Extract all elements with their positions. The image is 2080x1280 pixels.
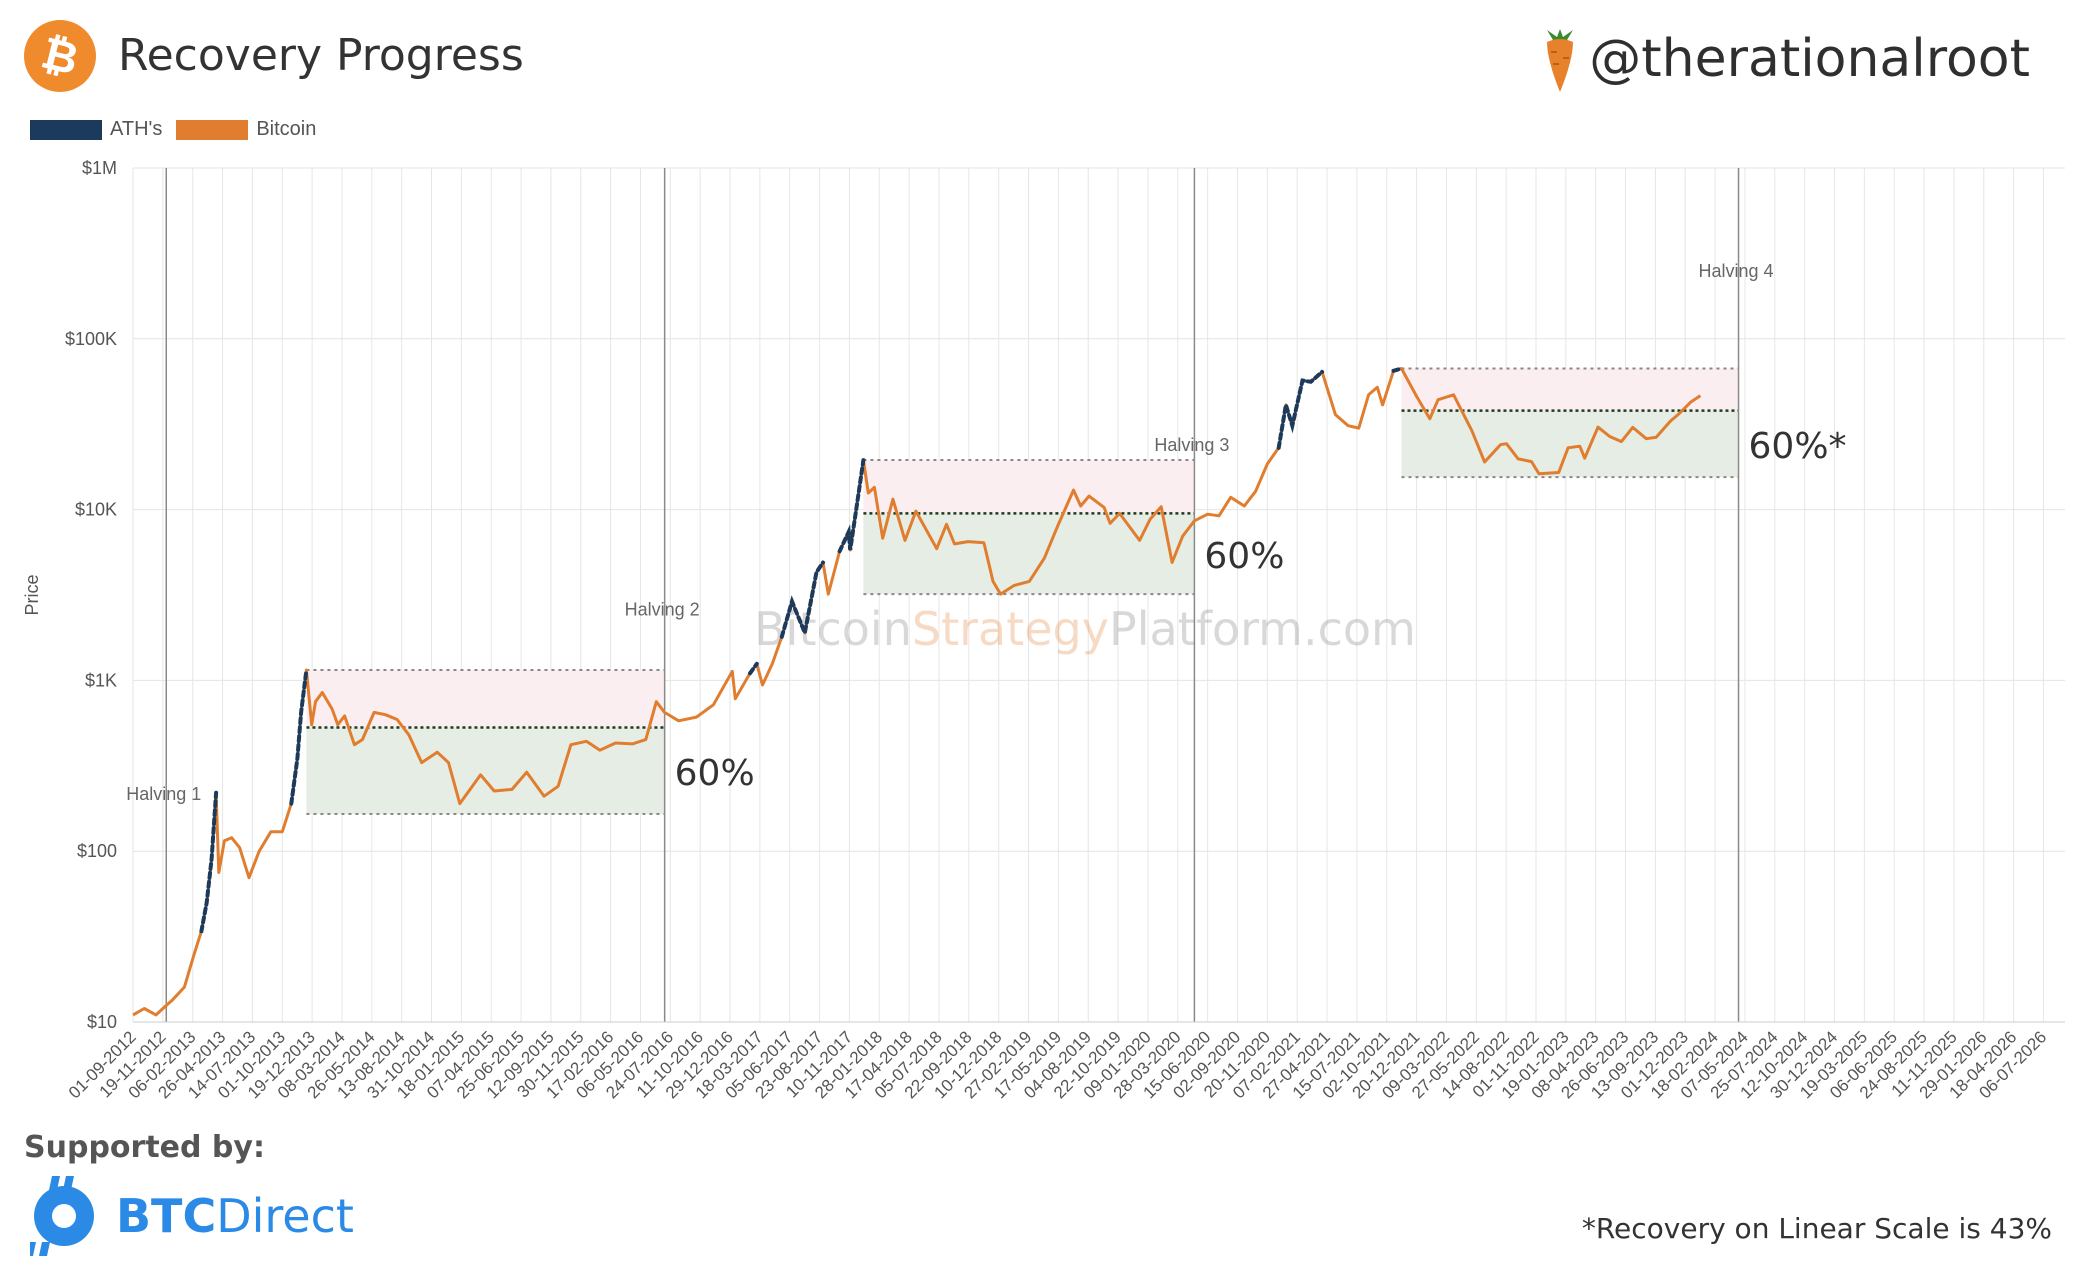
watermark: BitcoinStrategyPlatform.com — [754, 602, 1416, 656]
legend-label-ath: ATH's — [110, 118, 163, 140]
bitcoin-price-line — [132, 367, 1702, 1017]
halving-label: Halving 1 — [126, 784, 201, 804]
btcdirect-logo-icon — [30, 1176, 94, 1256]
sponsor-logo[interactable]: BTCDirect — [30, 1176, 354, 1256]
recovery-upper-band — [863, 460, 1195, 514]
halving-label: Halving 3 — [1154, 435, 1229, 455]
halving-label: Halving 4 — [1699, 261, 1774, 281]
y-axis-label: Price — [22, 574, 42, 615]
legend-item-ath[interactable]: ATH's — [30, 118, 162, 141]
y-tick-label: $10 — [87, 1012, 117, 1032]
recovery-percent-label: 60% — [1204, 536, 1284, 577]
ath-segment — [199, 790, 219, 934]
y-tick-label: $10K — [75, 500, 117, 520]
bitcoin-logo-icon: ₿ — [24, 20, 96, 92]
ath-segment — [1276, 369, 1325, 450]
handle-text: @therationalroot — [1589, 29, 2030, 89]
y-tick-label: $1K — [85, 670, 117, 690]
watermark-part3: Platform.com — [1109, 602, 1416, 656]
recovery-percent-label: 60%* — [1749, 426, 1847, 467]
watermark-part2: Strategy — [912, 602, 1109, 656]
page-title: Recovery Progress — [118, 30, 524, 81]
series-lines — [132, 366, 1702, 1017]
recovery-boxes: 60% 60% 60%* — [306, 367, 1847, 816]
ath-segment — [748, 661, 759, 676]
legend-label-bitcoin: Bitcoin — [256, 118, 317, 140]
halving-lines: Halving 1 Halving 2 Halving 3 Halving 4 — [126, 168, 1774, 1022]
y-tick-label: $1M — [82, 158, 117, 178]
y-tick-label: $100 — [77, 841, 117, 861]
legend-swatch-ath — [30, 119, 102, 140]
recovery-upper-band — [306, 670, 665, 728]
author-handle: @therationalroot — [1543, 24, 2030, 94]
recovery-percent-label: 60% — [675, 753, 755, 794]
halving-label: Halving 2 — [625, 599, 700, 619]
ath-segment — [779, 560, 825, 640]
carrot-icon — [1547, 29, 1574, 92]
footnote: *Recovery on Linear Scale is 43% — [1581, 1212, 2052, 1245]
ath-segment — [1391, 366, 1404, 373]
legend-swatch-bitcoin — [176, 119, 249, 140]
supported-by-label: Supported by: — [24, 1130, 265, 1165]
recovery-lower-band — [306, 727, 665, 815]
watermark-part1: Bitcoin — [754, 602, 912, 656]
recovery-lower-band — [1401, 410, 1739, 478]
legend: ATH's Bitcoin — [30, 118, 330, 141]
ath-segment — [837, 458, 866, 554]
sponsor-name: BTCDirect — [116, 1189, 354, 1243]
ath-segment — [289, 668, 309, 806]
legend-item-bitcoin[interactable]: Bitcoin — [176, 118, 316, 141]
chart-grid — [132, 167, 2065, 1023]
y-tick-label: $100K — [65, 329, 117, 349]
